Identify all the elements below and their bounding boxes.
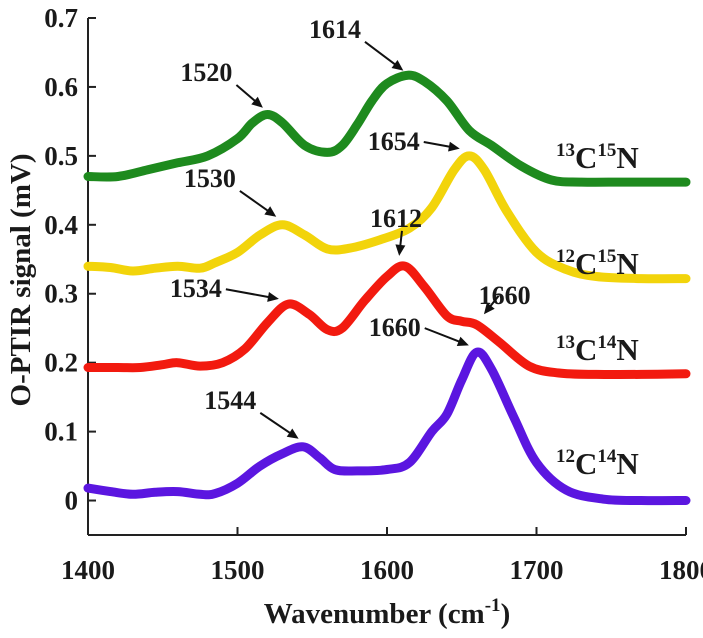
x-axis-title: Wavenumber (cm-1) — [264, 595, 510, 630]
peak-arrow-head — [395, 244, 406, 256]
peak-arrow-line — [423, 140, 453, 149]
y-axis-title: O-PTIR signal (mV) — [5, 154, 37, 407]
series-line-12C14N — [83, 347, 691, 506]
peak-arrow-head — [483, 302, 495, 315]
peak-label-1534: 1534 — [170, 274, 222, 303]
peak-arrow-line — [259, 412, 293, 436]
peak-label-1654: 1654 — [368, 127, 420, 156]
peak-arrow-line — [225, 288, 272, 299]
x-tick-label: 1600 — [360, 555, 414, 585]
peak-label-1530: 1530 — [184, 164, 236, 193]
y-tick-label: 0 — [65, 486, 79, 516]
series-label-12C15N: 12C15N — [556, 246, 639, 281]
peak-arrow-head — [251, 96, 263, 108]
peak-arrow-head — [456, 336, 469, 347]
series-line-13C15N — [83, 70, 691, 187]
y-tick-label: 0.1 — [44, 417, 78, 447]
x-tick-label: 1700 — [510, 555, 564, 585]
x-axis-title-main: Wavenumber (cm — [264, 598, 485, 630]
peak-arrow-head — [391, 59, 404, 71]
y-tick-label: 0.3 — [44, 279, 78, 309]
x-tick-label: 1500 — [211, 555, 265, 585]
peak-arrow-head — [448, 141, 460, 152]
peak-label-1614: 1614 — [309, 15, 361, 44]
peak-arrow-line — [235, 84, 258, 104]
y-tick-label: 0.4 — [44, 210, 78, 240]
peak-label-1544: 1544 — [204, 386, 256, 415]
peak-arrow-head — [267, 292, 279, 302]
peak-arrow-line — [424, 327, 462, 344]
series-layer — [83, 70, 691, 506]
x-axis-title-exponent: -1 — [485, 595, 501, 616]
series-label-13C15N: 13C15N — [556, 140, 639, 175]
series-line-12C15N — [83, 151, 691, 284]
peak-label-1660: 1660 — [369, 313, 421, 342]
y-tick-label: 0.6 — [44, 72, 78, 102]
series-line-13C14N — [83, 261, 691, 380]
series-labels: 13C15N 12C15N 13C14N 12C14N — [556, 140, 639, 481]
x-tick-label: 1400 — [61, 555, 115, 585]
peak-arrow-head — [286, 428, 299, 439]
series-label-13C14N: 13C14N — [556, 332, 639, 367]
x-axis-title-suffix: ) — [501, 598, 511, 630]
peak-arrow-line — [364, 40, 398, 67]
y-tick-label: 0.2 — [44, 348, 78, 378]
y-tick-label: 0.7 — [44, 3, 78, 33]
peak-arrow-head — [264, 206, 277, 217]
series-label-12C14N: 12C14N — [556, 446, 639, 481]
peak-label-1520: 1520 — [180, 58, 232, 87]
peak-arrow-line — [239, 190, 271, 213]
y-tick-label: 0.5 — [44, 141, 78, 171]
peak-label-1612: 1612 — [370, 204, 422, 233]
